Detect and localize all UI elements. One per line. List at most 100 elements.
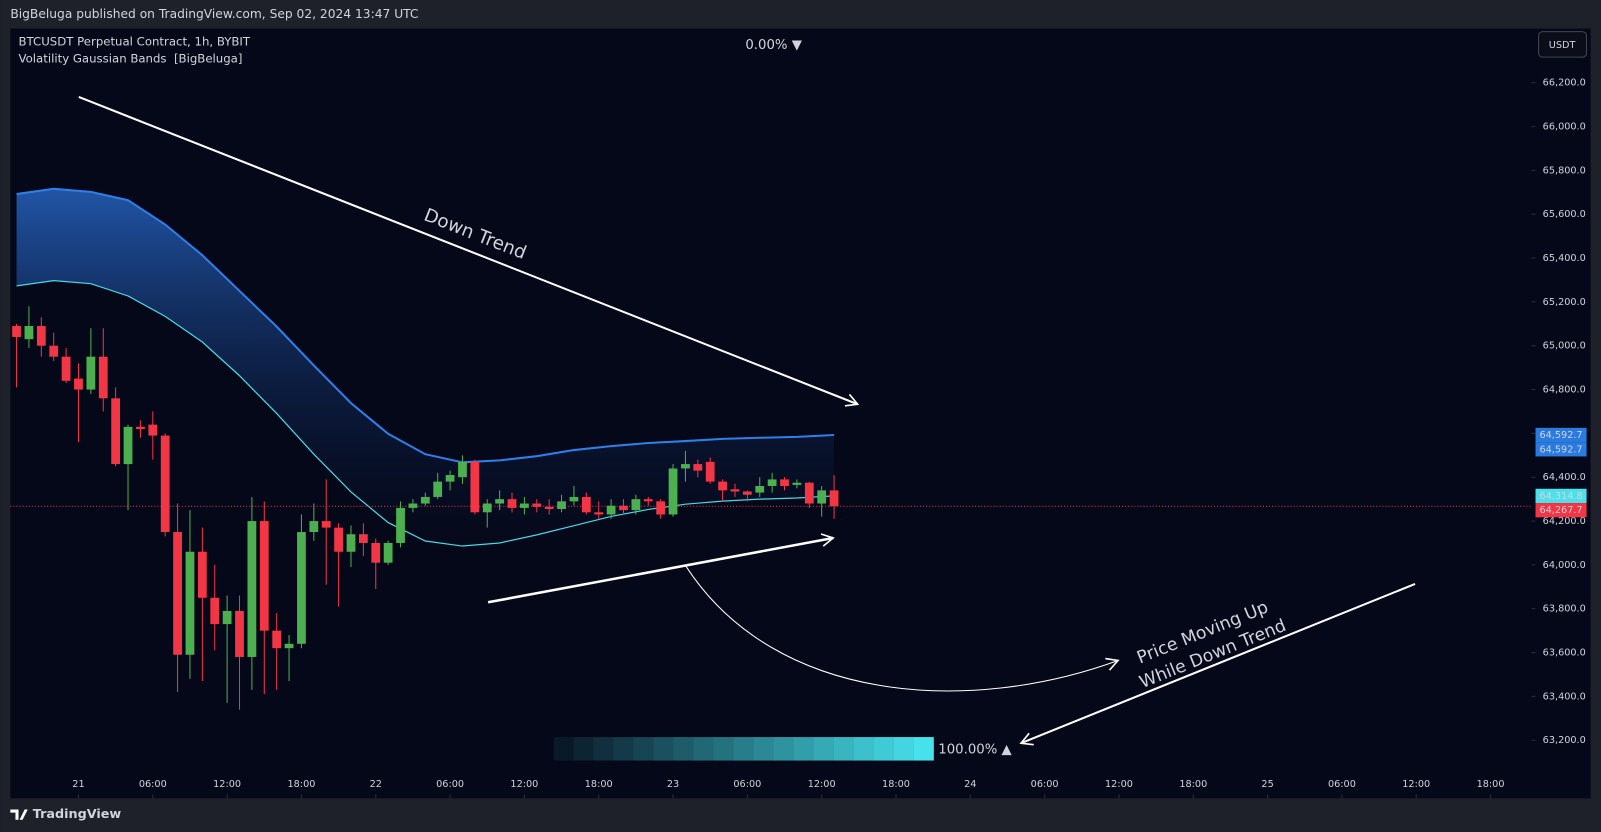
currency-label[interactable]: USDT: [1549, 40, 1576, 51]
candle-body: [730, 489, 740, 492]
candle-body: [495, 499, 505, 504]
y-tick-label: 64,200.0: [1543, 516, 1586, 527]
y-tick-label: 65,200.0: [1543, 297, 1586, 308]
candle-body: [742, 491, 752, 495]
x-tick-label: 06:00: [733, 779, 761, 790]
x-tick-label: 12:00: [510, 779, 538, 790]
y-tick-label: 64,800.0: [1543, 385, 1586, 396]
candle-body: [111, 398, 121, 465]
x-tick-label: 25: [1261, 779, 1273, 790]
candle-body: [804, 482, 814, 504]
price-label-box: [1535, 442, 1587, 457]
top-percent: 0.00% ▼: [745, 38, 802, 53]
candle-body: [631, 499, 641, 511]
candle-body: [656, 501, 666, 515]
y-tick-label: 65,800.0: [1543, 165, 1586, 176]
candle-body: [148, 424, 158, 436]
x-tick-label: 06:00: [1328, 779, 1356, 790]
price-label: 64,314.8: [1539, 491, 1582, 502]
candle-body: [210, 597, 220, 625]
y-tick-label: 63,200.0: [1543, 735, 1586, 746]
candle-body: [619, 505, 628, 511]
x-tick-label: 12:00: [1402, 779, 1430, 790]
price-label: 64,592.7: [1539, 444, 1582, 455]
candle-body: [507, 499, 517, 508]
price-label: 64,592.7: [1539, 430, 1582, 441]
candle-body: [123, 426, 133, 465]
candle-body: [24, 325, 34, 340]
candle-body: [470, 461, 480, 513]
candle-body: [383, 542, 393, 563]
x-tick-label: 06:00: [1031, 779, 1059, 790]
candle-body: [49, 345, 59, 357]
strip-cell: [913, 737, 934, 761]
strip-cell: [893, 737, 914, 761]
strip-cell: [613, 737, 634, 761]
symbol-title: BTCUSDT Perpetual Contract, 1h, BYBIT: [19, 34, 251, 48]
price-label-box: [1535, 503, 1587, 518]
candle-body: [334, 527, 343, 552]
x-tick-label: 18:00: [1477, 779, 1505, 790]
note-arrow: [1019, 582, 1416, 746]
price-label-box: [1535, 427, 1587, 443]
published-line: BigBeluga published on TradingView.com, …: [10, 7, 418, 21]
candle-body: [74, 378, 83, 390]
brand-logo: [10, 809, 28, 820]
candle-body: [160, 435, 170, 533]
y-tick-label: 64,000.0: [1543, 560, 1586, 571]
strip-cell: [593, 737, 614, 761]
candle-body: [235, 610, 244, 657]
y-tick-label: 66,000.0: [1543, 122, 1586, 133]
y-tick-label: 65,600.0: [1543, 209, 1586, 220]
x-tick-label: 23: [667, 779, 679, 790]
up-trend-arrow: [487, 533, 835, 604]
candle-body: [197, 551, 207, 598]
upper-band-line: [16, 187, 835, 464]
candle-body: [371, 542, 381, 563]
candle-body: [396, 507, 405, 543]
strip-cell: [793, 737, 814, 761]
candle-body: [544, 506, 554, 510]
candle-body: [420, 496, 430, 504]
candle-body: [259, 521, 269, 631]
candle-body: [569, 496, 579, 502]
y-tick-label: 66,200.0: [1543, 78, 1586, 89]
y-tick-label: 64,400.0: [1543, 472, 1586, 483]
strip-cell: [833, 737, 854, 761]
x-tick-label: 06:00: [139, 779, 167, 790]
down-trend-arrow: [78, 96, 860, 407]
strip-cell: [553, 737, 574, 761]
x-tick-label: 24: [964, 779, 976, 790]
candle-body: [284, 643, 294, 649]
candle-body: [520, 503, 529, 508]
x-tick-label: 18:00: [287, 779, 315, 790]
chart-panel: [10, 28, 1591, 799]
candle-body: [61, 356, 71, 381]
candle-body: [136, 426, 145, 430]
y-tick-label: 65,400.0: [1543, 253, 1586, 264]
x-tick-label: 22: [370, 779, 382, 790]
candle-body: [321, 521, 331, 528]
strip-cell: [813, 737, 834, 761]
strip-cell: [653, 737, 674, 761]
strip-cell: [713, 737, 734, 761]
strip-cell: [733, 737, 754, 761]
candle-body: [309, 521, 319, 533]
strip-cell: [873, 737, 894, 761]
candle-body: [792, 482, 802, 485]
strip-cell: [853, 737, 874, 761]
candle-body: [297, 532, 306, 644]
brand-name: TradingView: [33, 807, 122, 822]
y-tick-label: 63,800.0: [1543, 604, 1586, 615]
x-tick-label: 18:00: [585, 779, 613, 790]
strip-cell: [693, 737, 714, 761]
candle-body: [98, 356, 108, 399]
candle-body: [458, 461, 467, 478]
x-tick-label: 21: [72, 779, 84, 790]
candle-body: [408, 503, 418, 508]
currency-button[interactable]: [1538, 31, 1588, 58]
candle-body: [346, 534, 356, 552]
candle-body: [705, 461, 715, 482]
